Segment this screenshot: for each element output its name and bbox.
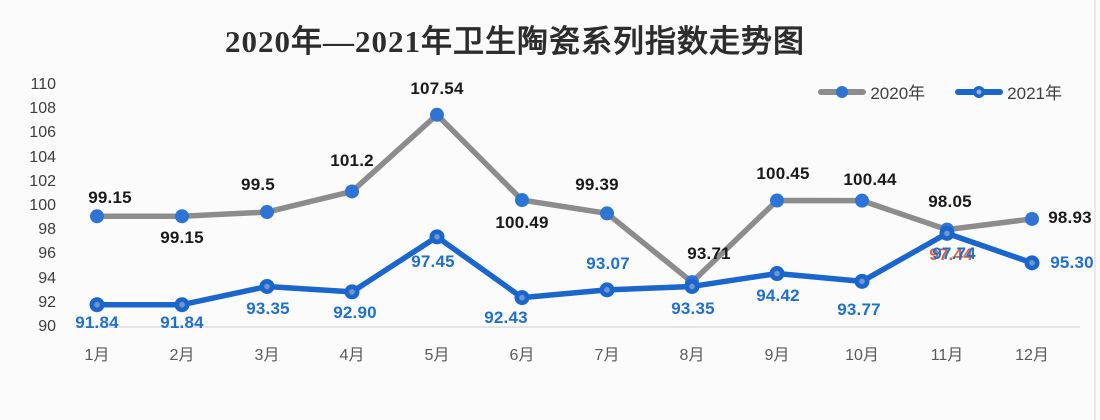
data-label-2020年: 101.2: [330, 151, 374, 171]
data-label-2020年: 99.5: [241, 175, 275, 195]
data-label-2021年: 92.43: [484, 307, 528, 327]
data-label-2021年: 93.77: [837, 300, 881, 320]
data-label-2021年: 94.42: [756, 285, 800, 305]
legend-line-2020: [818, 85, 867, 98]
marker-inner-dot: [859, 278, 865, 285]
y-tick-label: 102: [29, 172, 56, 190]
data-label-2020年: 107.54: [410, 78, 464, 98]
data-label-2021年: 93.35: [671, 299, 715, 319]
overlapped-data-label: 97.44: [929, 245, 973, 265]
data-label-2020年: 99.39: [575, 175, 619, 195]
data-point-marker: [345, 184, 359, 199]
y-tick-label: 108: [29, 100, 56, 118]
chart-title: 2020年—2021年卫生陶瓷系列指数走势图: [225, 24, 805, 59]
marker-inner-dot: [604, 287, 610, 293]
data-label-2021年: 93.35: [246, 299, 290, 319]
data-point-marker: [175, 209, 189, 224]
data-label-2021年: 92.90: [333, 302, 377, 322]
data-label-2021年: 95.30: [1050, 252, 1094, 272]
data-label-2020年: 99.15: [160, 228, 204, 248]
legend-marker-icon: [973, 85, 986, 98]
data-label-2021年: 93.07: [586, 253, 630, 273]
x-tick-label: 4月: [339, 347, 365, 364]
y-tick-label: 104: [29, 148, 56, 166]
x-tick-label: 9月: [764, 347, 790, 364]
data-point-marker: [600, 206, 614, 221]
x-tick-label: 10月: [845, 347, 879, 364]
marker-inner-dot: [94, 301, 100, 308]
data-label-2021年: 97.45: [411, 251, 455, 271]
data-label-2020年: 100.49: [495, 213, 549, 233]
data-point-marker: [90, 209, 104, 224]
data-point-marker: [515, 193, 529, 208]
x-tick-label: 5月: [424, 347, 450, 364]
marker-inner-dot: [349, 289, 355, 295]
x-tick-label: 11月: [930, 347, 964, 364]
marker-inner-dot: [264, 283, 270, 290]
legend: 2020年 2021年: [818, 79, 1062, 104]
marker-inner-dot: [774, 270, 780, 277]
data-label-2021年: 91.84: [75, 312, 119, 332]
x-tick-label: 6月: [509, 347, 535, 364]
data-label-2020年: 93.71: [687, 244, 731, 264]
right-edge-divider: [1094, 0, 1096, 420]
legend-item-2020: 2020年: [818, 79, 925, 104]
y-tick-label: 110: [30, 76, 56, 93]
x-tick-label: 12月: [1015, 347, 1049, 364]
y-tick-label: 94: [38, 269, 56, 287]
marker-inner-dot: [179, 301, 185, 308]
data-label-2020年: 98.05: [928, 191, 972, 211]
data-label-2021年: 91.84: [160, 312, 204, 332]
marker-inner-dot: [519, 294, 525, 301]
y-tick-label: 98: [38, 221, 56, 239]
legend-line-2021: [955, 85, 1004, 98]
marker-inner-dot: [944, 230, 950, 237]
data-label-2020年: 98.93: [1048, 207, 1092, 227]
x-tick-label: 3月: [254, 347, 280, 364]
y-tick-label: 92: [38, 293, 56, 311]
x-tick-label: 1月: [84, 347, 110, 364]
marker-inner-dot: [1029, 260, 1035, 266]
data-point-marker: [260, 205, 274, 220]
data-label-2021年: 97.74: [932, 244, 976, 264]
legend-label-2020: 2020年: [870, 84, 926, 103]
data-label-2020年: 99.15: [88, 188, 132, 208]
x-tick-label: 8月: [679, 347, 705, 364]
legend-item-2021: 2021年: [955, 79, 1062, 104]
data-point-marker: [430, 107, 444, 122]
y-tick-label: 100: [29, 197, 56, 214]
y-tick-label: 96: [38, 245, 56, 263]
data-label-2020年: 100.45: [756, 163, 810, 183]
data-label-2020年: 100.44: [843, 169, 897, 189]
data-point-marker: [770, 193, 784, 208]
data-point-marker: [1025, 211, 1039, 226]
y-tick-label: 90: [38, 318, 56, 335]
marker-inner-dot: [434, 234, 440, 240]
marker-inner-dot: [689, 283, 695, 290]
legend-marker-icon: [836, 85, 849, 98]
series-line-2020年: [94, 112, 1035, 285]
legend-label-2021: 2021年: [1007, 84, 1062, 103]
y-tick-label: 106: [29, 124, 56, 142]
x-tick-label: 2月: [169, 347, 195, 364]
series-line-2021年: [94, 230, 1035, 308]
data-point-marker: [855, 193, 869, 208]
x-tick-label: 7月: [594, 347, 620, 364]
